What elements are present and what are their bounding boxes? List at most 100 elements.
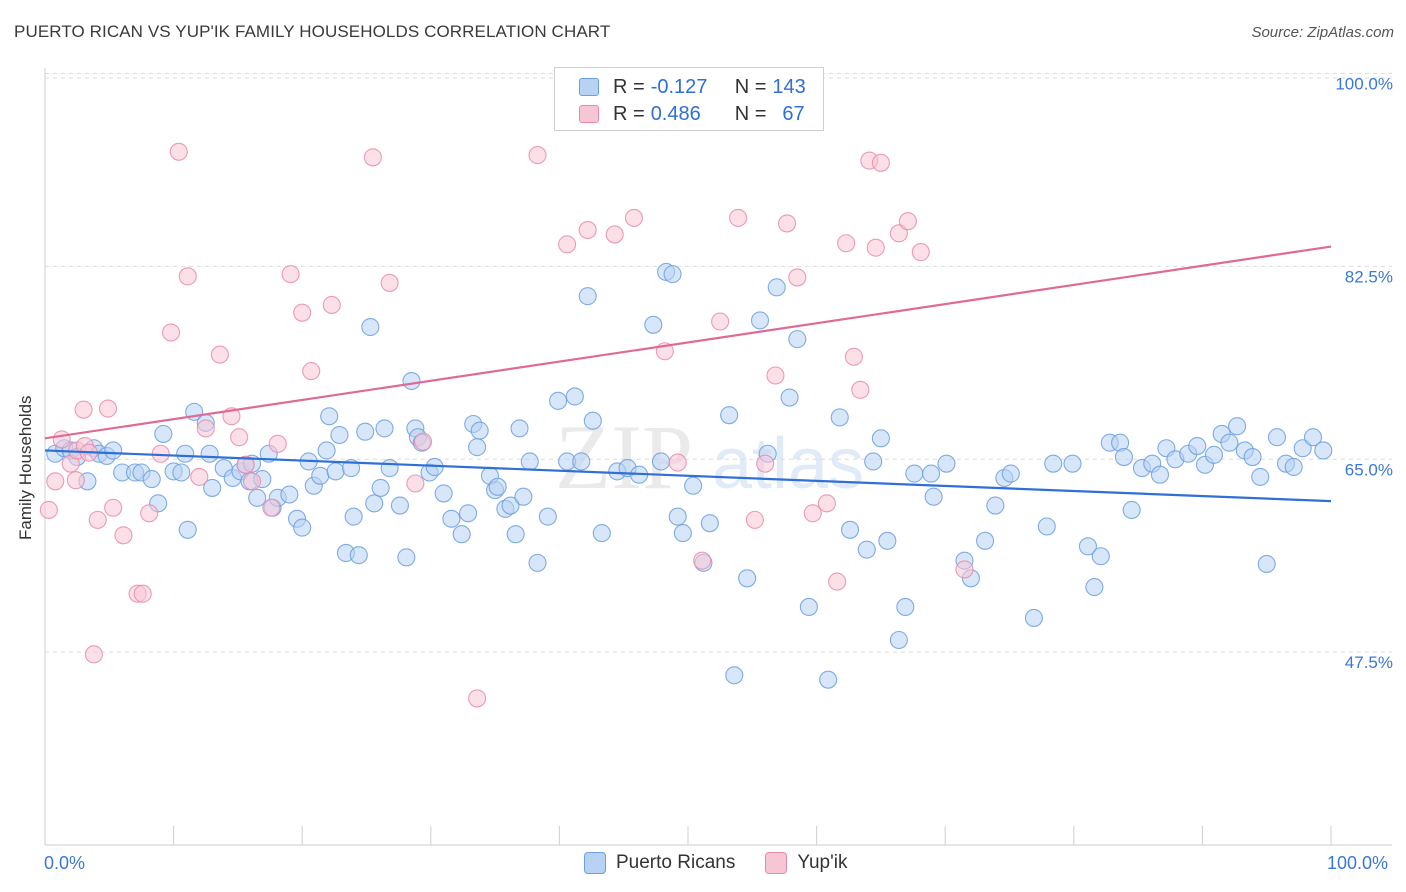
puerto-rican-point [905,464,924,483]
yupik-point [406,474,425,493]
puerto-rican-point [738,569,757,588]
puerto-rican-point [1063,454,1082,473]
puerto-rican-point [317,441,336,460]
watermark-atlas: atlas [712,424,864,504]
puerto-rican-points [46,262,1333,689]
puerto-rican-point [976,531,995,550]
legend-n-label: N = [734,102,767,125]
puerto-rican-point [1085,578,1104,597]
puerto-rican-point [470,421,489,440]
puerto-rican-point [830,408,849,427]
puerto-rican-point [1037,517,1056,536]
yupik-point [302,362,321,381]
yupik-trend-line [44,245,1332,440]
puerto-rican-point [889,630,908,650]
yupik-point [911,243,930,262]
puerto-rican-point [1188,436,1207,456]
puerto-rican-point [468,438,487,457]
puerto-rican-point [365,494,384,513]
puerto-rican-point [896,597,915,616]
puerto-rican-point [280,485,299,504]
puerto-rican-point [767,278,786,297]
yupik-point [828,572,847,591]
yupik-point [729,208,748,227]
yupik-point [196,419,215,438]
puerto-rican-point [1024,608,1043,628]
puerto-rican-point [644,315,663,334]
legend-n-value: 67 [782,102,805,125]
puerto-rican-point [922,464,941,483]
puerto-rican-point [1251,467,1270,486]
yupik-point [363,148,382,167]
yupik-point [242,472,262,491]
yupik-point [88,510,107,529]
x-tick-label-min: 0.0% [44,853,86,873]
puerto-rican-point [380,459,399,478]
grid [45,73,1392,653]
puerto-rican-point [986,496,1005,515]
yupik-point [52,430,71,449]
puerto-rican-point [538,507,557,526]
yupik-point [268,434,287,453]
puerto-rican-point [1314,441,1333,460]
puerto-rican-point [673,524,692,543]
y-tick-label: 82.5% [1345,267,1393,286]
puerto-rican-point [1204,445,1224,464]
yupik-point [161,323,181,342]
watermark: ZIP atlas [555,406,864,508]
puerto-rican-trend-line [44,449,1332,503]
puerto-rican-point [720,406,739,425]
puerto-rican-point [1267,428,1287,447]
puerto-rican-point [780,388,799,407]
yupik-point [777,214,797,233]
puerto-rican-point [1150,465,1170,484]
puerto-rican-point [878,531,897,550]
puerto-rican-point [361,317,380,337]
yupik-point [293,303,312,322]
puerto-rican-point [1078,537,1097,556]
puerto-rican-point [488,477,507,496]
puerto-rican-point [1303,428,1323,447]
puerto-rican-point [397,548,416,567]
legend-swatch-blue [579,78,599,96]
puerto-rican-point [799,597,818,616]
puerto-rican-point [937,454,956,473]
puerto-rican-point [356,422,375,441]
puerto-rican-point [1228,417,1247,436]
puerto-rican-point [725,666,744,685]
puerto-rican-point [1044,454,1063,473]
puerto-rican-point [1114,448,1134,467]
yupik-point [898,212,917,231]
legend-swatch-pink [579,105,599,123]
yupik-point [624,208,644,227]
puerto-rican-point [200,444,219,463]
source-label: Source: ZipAtlas.com [1251,24,1394,41]
yupik-point [178,267,197,286]
puerto-rican-point [104,441,123,460]
yupik-point [668,453,687,472]
puerto-rican-point [668,507,687,526]
puerto-rican-point [330,425,349,445]
puerto-rican-point [663,265,682,284]
yupik-points [39,142,974,708]
puerto-rican-point [871,429,890,448]
puerto-rican-point [528,553,547,572]
yupik-point [803,504,822,523]
trend-lines [44,245,1332,503]
yupik-point [866,238,885,257]
puerto-rican-point [172,463,191,482]
puerto-rican-point [565,387,584,406]
puerto-rican-point [864,452,883,471]
puerto-rican-point [700,514,719,533]
puerto-rican-point [857,540,876,559]
puerto-rican-point [583,411,602,430]
yupik-point [844,347,863,366]
puerto-rican-point [434,484,453,503]
puerto-rican-point [402,371,421,391]
yupik-point [837,234,856,253]
yupik-point [756,454,775,473]
puerto-rican-point [1257,554,1276,574]
yupik-point [578,220,597,240]
yupik-point [788,268,807,287]
